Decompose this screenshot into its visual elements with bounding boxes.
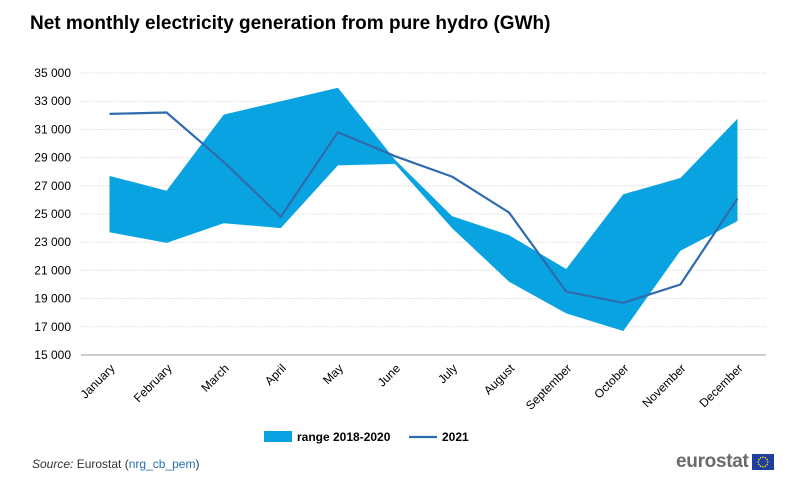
y-tick-label: 15 000 — [34, 348, 71, 362]
x-tick-label: July — [435, 361, 460, 386]
dataset-code-link[interactable]: nrg_cb_pem — [128, 457, 196, 471]
range-area-layer — [109, 87, 738, 331]
source-publisher: Eurostat — [76, 457, 122, 471]
range-2018-2020-area — [109, 87, 738, 331]
x-tick-label: April — [262, 361, 289, 388]
x-tick-label: August — [481, 361, 518, 398]
x-tick-label: November — [639, 361, 688, 410]
x-tick-label: September — [523, 361, 574, 412]
y-tick-label: 31 000 — [34, 122, 71, 136]
legend: range 2018-2020 2021 — [264, 430, 469, 444]
line-series-layer — [109, 111, 739, 304]
x-tick-label: January — [78, 361, 118, 401]
y-tick-label: 25 000 — [34, 207, 71, 221]
y-tick-label: 23 000 — [34, 235, 71, 249]
y-tick-label: 29 000 — [34, 151, 71, 165]
y-tick-label: 33 000 — [34, 94, 71, 108]
y-tick-label: 35 000 — [34, 66, 71, 80]
chart-title: Net monthly electricity generation from … — [30, 13, 551, 34]
x-tick-label: March — [198, 361, 231, 394]
x-axis-tick-labels: January February March April May June July Augu… — [78, 361, 746, 413]
line-2021 — [109, 111, 739, 304]
legend-label-2021: 2021 — [442, 430, 469, 444]
x-tick-label: June — [375, 361, 404, 390]
source-note: Source: Eurostat (nrg_cb_pem) — [32, 457, 200, 471]
y-tick-label: 17 000 — [34, 320, 71, 334]
x-tick-label: October — [591, 361, 631, 401]
legend-swatch-range — [264, 431, 292, 442]
y-tick-label: 27 000 — [34, 179, 71, 193]
x-tick-label: December — [697, 361, 746, 410]
y-axis-tick-labels: 15 000 17 000 19 000 21 000 23 000 25 000 27 0… — [34, 66, 71, 362]
eurostat-logo: eurostat — [676, 451, 774, 473]
y-tick-label: 19 000 — [34, 292, 71, 306]
logo-text: eurostat — [676, 451, 749, 472]
x-tick-label: February — [131, 361, 175, 405]
eu-flag-icon — [751, 454, 774, 470]
legend-label-range: range 2018-2020 — [297, 430, 391, 444]
x-tick-label: May — [320, 361, 346, 387]
y-tick-label: 21 000 — [34, 263, 71, 277]
source-label: Source: — [32, 457, 74, 471]
